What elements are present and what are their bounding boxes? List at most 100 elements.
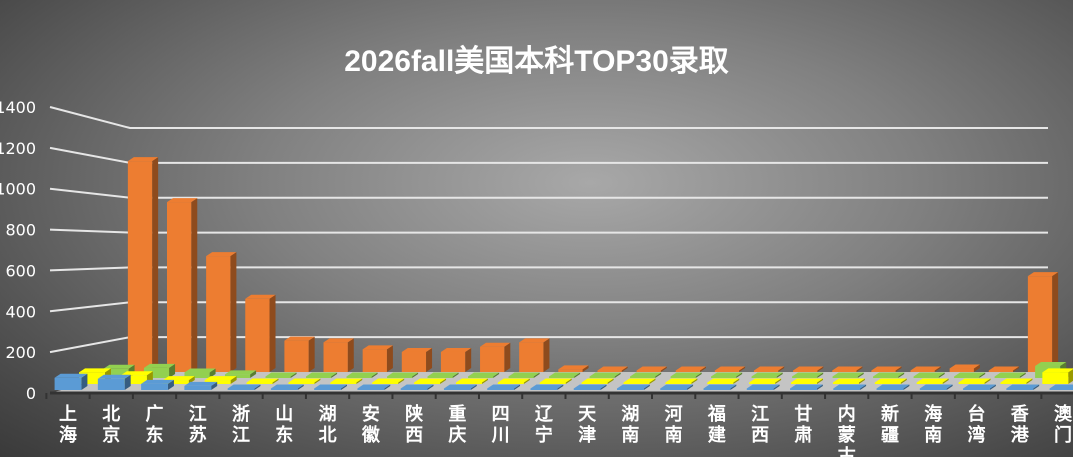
bar-side (565, 378, 572, 384)
bar-top (127, 157, 159, 162)
bar (549, 372, 581, 378)
bar-side (856, 366, 863, 372)
x-tick-label: 江苏 (189, 404, 207, 446)
bar-side (938, 372, 945, 378)
bar-front (265, 376, 291, 378)
bar-side (989, 384, 996, 390)
bar-front (1049, 388, 1073, 390)
bar-front (314, 388, 341, 390)
bar-side (269, 294, 276, 372)
bar-front (167, 202, 192, 372)
x-tick-label: 甘肃 (794, 404, 812, 446)
bar-front (919, 388, 947, 390)
bar-side (655, 372, 662, 378)
bar-front (963, 388, 990, 390)
bar-top (913, 372, 945, 377)
bar (636, 366, 667, 372)
bar-side (979, 372, 986, 378)
bar (487, 384, 521, 390)
bar-side (817, 378, 824, 384)
bar-top (400, 384, 434, 389)
bar-front (703, 388, 731, 390)
bar (913, 372, 945, 378)
bar-side (514, 384, 521, 390)
bar-front (871, 370, 896, 372)
bar (581, 378, 614, 384)
bar (919, 384, 953, 390)
bar-side (426, 347, 433, 372)
bar-top (204, 376, 237, 381)
gridline (49, 146, 1048, 164)
bar-side (167, 379, 174, 390)
bar-side (124, 374, 131, 390)
bar (519, 338, 550, 372)
bar-side (504, 342, 511, 372)
bar-top (372, 378, 405, 383)
bar (963, 384, 996, 390)
bar-front (630, 376, 656, 378)
bar-front (714, 370, 740, 372)
bar-top (749, 378, 782, 383)
x-tick-label: 山东 (275, 404, 293, 446)
bar-side (398, 378, 405, 384)
bar-side (1019, 372, 1026, 378)
bar (443, 384, 477, 390)
bar-front (791, 382, 818, 384)
bar-top (54, 373, 88, 378)
series-3 (127, 157, 1059, 372)
bar-side (857, 372, 864, 378)
bar-top (314, 384, 347, 389)
bar-side (452, 372, 459, 378)
bar-side (898, 372, 905, 378)
bar (832, 378, 865, 384)
bar (746, 384, 780, 390)
bar-top (455, 378, 488, 383)
bar-side (230, 252, 237, 372)
bar-top (184, 368, 216, 373)
bar-top (751, 372, 783, 377)
bar-top (357, 384, 391, 389)
bar-front (487, 388, 515, 390)
bar (265, 372, 297, 378)
bar (958, 378, 991, 384)
bar-side (858, 378, 865, 384)
bar (245, 294, 276, 372)
bar-top (1049, 384, 1073, 389)
bar-front (508, 376, 534, 378)
bar-side (308, 336, 315, 372)
bar-front (751, 376, 777, 378)
bar-front (284, 340, 309, 372)
bar (539, 378, 572, 384)
bar-side (533, 372, 540, 378)
bar-side (1026, 378, 1033, 384)
bar-top (597, 366, 628, 371)
bar-side (946, 384, 953, 390)
bar-top (589, 372, 621, 377)
bar-top (1027, 272, 1059, 277)
bar-top (1035, 362, 1067, 367)
bar-front (1000, 382, 1027, 384)
bar-front (357, 388, 385, 390)
bar (558, 365, 589, 372)
bar-front (224, 374, 251, 378)
bar-front (143, 367, 170, 378)
bar (372, 378, 405, 384)
bar-top (994, 372, 1026, 377)
bar-top (227, 384, 261, 389)
bar (675, 366, 706, 372)
bar-front (97, 378, 125, 390)
bar-front (949, 368, 974, 372)
bar (792, 372, 824, 378)
bar-front (120, 375, 147, 384)
x-tick-label: 台湾 (967, 403, 985, 446)
bar (323, 338, 354, 372)
bar-side (331, 372, 338, 378)
bar (988, 366, 1019, 372)
bar-side (427, 384, 434, 390)
bar-front (79, 372, 105, 384)
bar (910, 366, 941, 372)
bar-front (876, 388, 904, 390)
bar (143, 363, 176, 378)
bar-top (963, 384, 996, 389)
